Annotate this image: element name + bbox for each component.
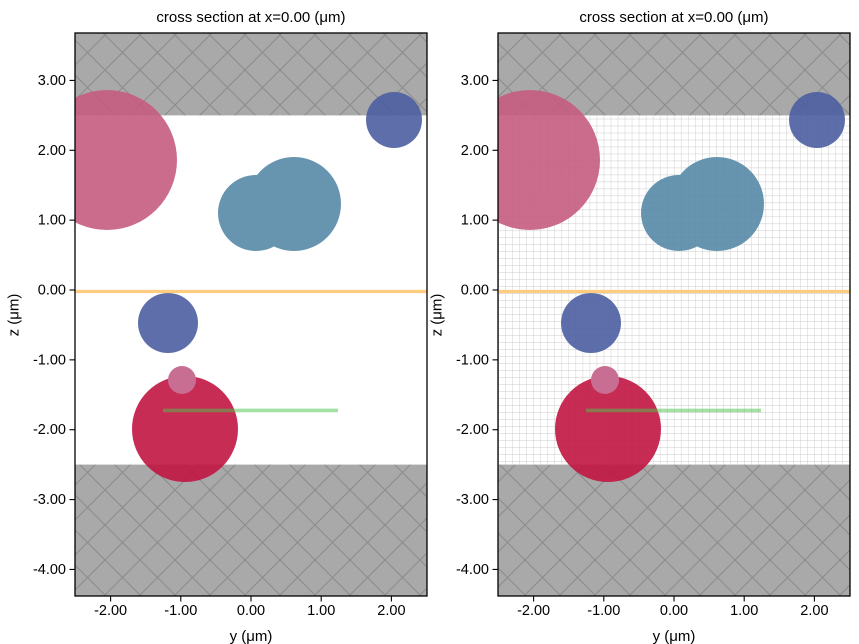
svg-text:-4.00: -4.00: [456, 562, 489, 578]
svg-text:0.00: 0.00: [660, 603, 688, 619]
svg-text:y (μm): y (μm): [653, 628, 696, 644]
svg-text:-3.00: -3.00: [456, 492, 489, 508]
svg-text:-1.00: -1.00: [456, 352, 489, 368]
svg-text:1.00: 1.00: [730, 603, 758, 619]
svg-text:-3.00: -3.00: [33, 492, 66, 508]
svg-text:-4.00: -4.00: [33, 562, 66, 578]
svg-text:-1.00: -1.00: [587, 603, 620, 619]
svg-text:0.00: 0.00: [38, 283, 66, 299]
svg-text:1.00: 1.00: [38, 213, 66, 229]
svg-text:-2.00: -2.00: [456, 422, 489, 438]
svg-text:-2.00: -2.00: [94, 603, 127, 619]
svg-text:1.00: 1.00: [461, 213, 489, 229]
svg-text:3.00: 3.00: [461, 73, 489, 89]
svg-text:-2.00: -2.00: [517, 603, 550, 619]
svg-text:-2.00: -2.00: [33, 422, 66, 438]
svg-text:-1.00: -1.00: [33, 352, 66, 368]
svg-text:cross section at x=0.00 (μm): cross section at x=0.00 (μm): [579, 9, 768, 26]
svg-text:0.00: 0.00: [461, 283, 489, 299]
svg-text:y (μm): y (μm): [230, 628, 273, 644]
svg-text:cross section at x=0.00 (μm): cross section at x=0.00 (μm): [156, 9, 345, 26]
svg-text:3.00: 3.00: [38, 73, 66, 89]
svg-text:2.00: 2.00: [461, 143, 489, 159]
svg-text:0.00: 0.00: [237, 603, 265, 619]
svg-text:2.00: 2.00: [377, 603, 405, 619]
svg-text:2.00: 2.00: [38, 143, 66, 159]
svg-text:2.00: 2.00: [800, 603, 828, 619]
svg-text:1.00: 1.00: [307, 603, 335, 619]
svg-text:-1.00: -1.00: [164, 603, 197, 619]
